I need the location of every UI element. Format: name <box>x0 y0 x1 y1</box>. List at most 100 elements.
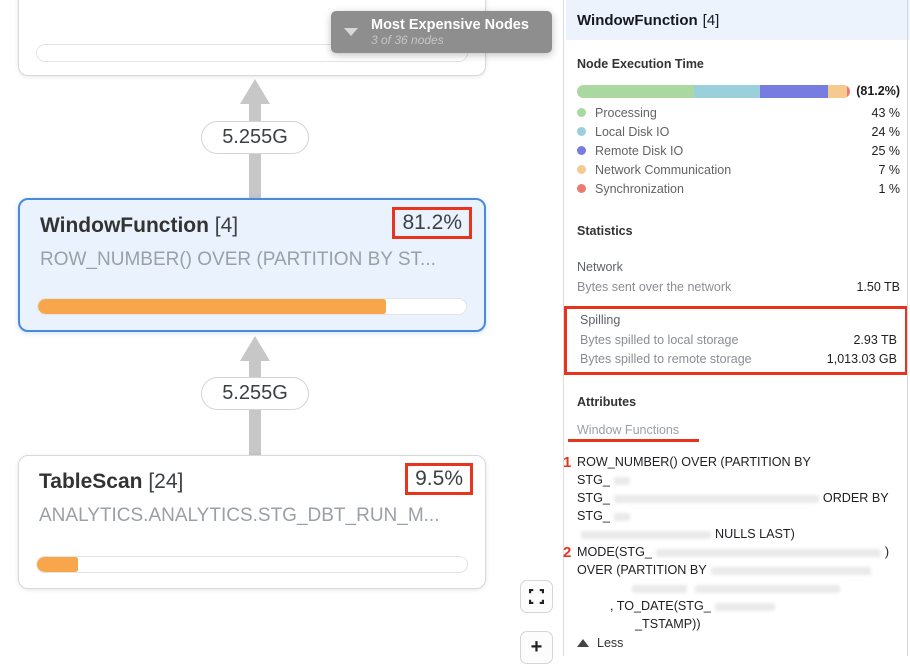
statistic-row: Bytes spilled to remote storage 1,013.03… <box>580 349 897 368</box>
statistic-label: Bytes sent over the network <box>577 279 732 294</box>
edge-arrow-up-icon <box>240 336 270 361</box>
legend-dot-local-disk-io <box>577 127 586 136</box>
dropdown-subtitle: 3 of 36 nodes <box>371 33 444 47</box>
bar-segment-network-communication <box>828 84 848 98</box>
dag-node-tablescan[interactable]: TableScan [24] 9.5% ANALYTICS.ANALYTICS.… <box>18 455 486 589</box>
statistics-heading: Statistics <box>577 224 633 238</box>
node-progress-track <box>37 298 467 315</box>
node-title: TableScan [24] <box>39 470 183 494</box>
node-name: WindowFunction <box>40 214 209 237</box>
legend-row: Remote Disk IO 25 % <box>577 141 900 160</box>
redacted-text <box>613 512 630 521</box>
legend-value: 7 % <box>878 162 900 177</box>
query-dag-canvas[interactable]: 5.255G WindowFunction [4] 81.2% ROW_NUMB… <box>0 0 563 664</box>
statistic-value: 2.93 TB <box>853 332 897 347</box>
legend-value: 24 % <box>871 124 901 139</box>
legend-row: Network Communication 7 % <box>577 160 900 179</box>
redacted-text <box>710 566 871 575</box>
redacted-text <box>714 602 775 611</box>
fullscreen-icon <box>529 589 544 604</box>
execution-time-stacked-bar <box>577 84 851 98</box>
legend-row: Local Disk IO 24 % <box>577 122 900 141</box>
legend-dot-processing <box>577 108 586 117</box>
attribute-line: NULLS LAST) <box>577 525 900 543</box>
redacted-text <box>695 584 840 593</box>
statistic-row: Bytes spilled to local storage 2.93 TB <box>580 330 897 349</box>
node-id: [24] <box>148 470 184 493</box>
legend-label: Processing <box>595 105 657 120</box>
annotation-box-node-percent: 9.5% <box>405 463 473 495</box>
annotation-marker-2: 2 <box>563 544 572 561</box>
triangle-up-icon <box>577 639 589 647</box>
panel-divider <box>563 0 564 656</box>
panel-title-count: [4] <box>702 11 720 29</box>
annotation-box-spilling: Spilling Bytes spilled to local storage … <box>564 306 908 375</box>
panel-header: WindowFunction [4] <box>566 0 910 40</box>
edge-label-text: 5.255G <box>222 382 288 404</box>
bar-segment-processing <box>577 84 695 98</box>
panel-title: WindowFunction <box>577 11 698 29</box>
attribute-text: ROW_NUMBER() OVER (PARTITION BY <box>577 455 811 469</box>
attribute-text: STG_ <box>577 491 610 505</box>
attribute-text: STG_ <box>577 509 610 523</box>
node-subtitle: ROW_NUMBER() OVER (PARTITION BY ST... <box>40 249 436 270</box>
legend-label: Local Disk IO <box>595 124 670 139</box>
fullscreen-button[interactable] <box>520 580 553 613</box>
execution-time-total: (81.2%) <box>856 84 900 98</box>
attribute-line <box>577 579 900 597</box>
less-label: Less <box>597 636 624 650</box>
statistics-section: Statistics Network Bytes sent over the n… <box>564 224 908 375</box>
plus-icon: + <box>530 636 543 658</box>
attribute-text: ) <box>884 545 890 559</box>
dag-node-windowfunction[interactable]: WindowFunction [4] 81.2% ROW_NUMBER() OV… <box>18 198 486 332</box>
node-id: [4] <box>214 214 239 237</box>
legend-label: Network Communication <box>595 162 732 177</box>
panel-right-edge <box>907 0 908 656</box>
legend-value: 43 % <box>871 105 901 120</box>
attribute-text: ORDER BY <box>822 491 889 505</box>
statistic-row: Bytes sent over the network 1.50 TB <box>577 277 900 296</box>
annotation-box-node-percent: 81.2% <box>392 207 472 239</box>
execution-time-section: Node Execution Time (81.2%) Processing 4… <box>577 57 900 198</box>
attribute-text: , TO_DATE(STG_ <box>610 599 711 613</box>
statistic-label: Bytes spilled to remote storage <box>580 351 752 366</box>
attribute-line: STG_ <box>577 507 900 525</box>
execution-time-legend: Processing 43 % Local Disk IO 24 % Remot… <box>577 103 900 198</box>
most-expensive-nodes-dropdown[interactable]: Most Expensive Nodes 3 of 36 nodes <box>331 11 552 53</box>
node-progress-fill <box>38 299 386 314</box>
attribute-text: OVER (PARTITION BY <box>577 563 707 577</box>
attribute-line: 2 MODE(STG_) <box>563 543 900 561</box>
redacted-text <box>655 548 881 557</box>
chevron-down-icon <box>344 28 358 36</box>
zoom-in-button[interactable]: + <box>520 631 553 664</box>
statistic-value: 1.50 TB <box>856 279 900 294</box>
node-name: TableScan <box>39 470 143 493</box>
attribute-text: NULLS LAST) <box>715 527 795 541</box>
bar-segment-synchronization <box>847 84 851 98</box>
legend-label: Synchronization <box>595 181 684 196</box>
attribute-text: _TSTAMP)) <box>635 617 701 631</box>
redacted-text <box>613 476 630 485</box>
window-functions-list: 1 ROW_NUMBER() OVER (PARTITION BY STG_ S… <box>563 453 900 633</box>
collapse-less-link[interactable]: Less <box>577 636 900 650</box>
attribute-text: MODE(STG_ <box>577 545 652 559</box>
legend-row: Synchronization 1 % <box>577 179 900 198</box>
statistic-label: Bytes spilled to local storage <box>580 332 739 347</box>
node-title: WindowFunction [4] <box>40 214 238 238</box>
edge-label-text: 5.255G <box>222 126 288 148</box>
attributes-section: Attributes Window Functions 1 ROW_NUMBER… <box>563 395 900 650</box>
attribute-line: STG_ <box>577 471 900 489</box>
legend-dot-network-communication <box>577 165 586 174</box>
legend-row: Processing 43 % <box>577 103 900 122</box>
statistic-value: 1,013.03 GB <box>826 351 897 366</box>
edge-arrow-up-icon <box>240 79 270 104</box>
node-details-panel: WindowFunction [4] Node Execution Time (… <box>563 0 910 656</box>
attribute-line: 1 ROW_NUMBER() OVER (PARTITION BY <box>563 453 900 471</box>
statistics-group-network: Network <box>577 260 623 274</box>
bar-segment-local-disk-io <box>694 84 761 98</box>
attribute-line: STG_ ORDER BY <box>577 489 900 507</box>
node-progress-fill <box>37 557 78 572</box>
node-percent: 81.2% <box>402 211 462 234</box>
attribute-line: OVER (PARTITION BY <box>577 561 900 579</box>
edge-rowcount-label: 5.255G <box>201 121 309 154</box>
